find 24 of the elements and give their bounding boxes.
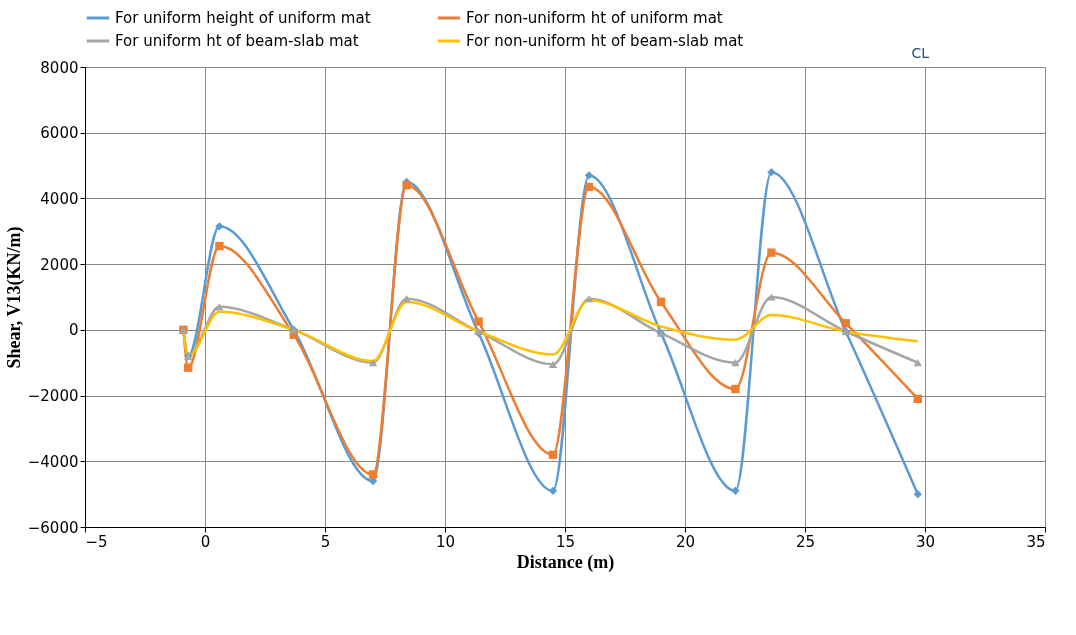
x-tick-label: 0 (200, 532, 211, 551)
text: CL (911, 45, 930, 61)
y-tick-label: −6000 (27, 518, 79, 537)
y-tick-label: 2000 (40, 255, 79, 274)
y-tick-label: −4000 (27, 452, 79, 471)
legend-label: For uniform ht of beam-slab mat (115, 32, 359, 50)
y-tick-label: 0 (68, 321, 79, 340)
y-tick-label: −2000 (27, 387, 79, 406)
y-tick-label: 8000 (40, 58, 79, 77)
legend-label: For non-uniform ht of beam-slab mat (466, 32, 744, 50)
x-tick-label: 15 (555, 532, 576, 551)
y-tick-label: 6000 (40, 124, 79, 143)
legend-label: For uniform height of uniform mat (115, 9, 371, 27)
x-axis-title: Distance (m) (516, 551, 615, 573)
y-tick-label: 4000 (40, 189, 79, 208)
x-tick-label: 30 (915, 532, 936, 551)
x-tick-label: −5 (85, 532, 108, 551)
x-tick-label: 25 (795, 532, 816, 551)
x-tick-label: 10 (435, 532, 456, 551)
x-tick-label: 5 (320, 532, 331, 551)
y-axis-title: Shear, V13(KN/m) (3, 226, 25, 369)
x-tick-label: 35 (1026, 532, 1046, 551)
x-tick-label: 20 (675, 532, 696, 551)
legend-label: For non-uniform ht of uniform mat (466, 9, 723, 27)
